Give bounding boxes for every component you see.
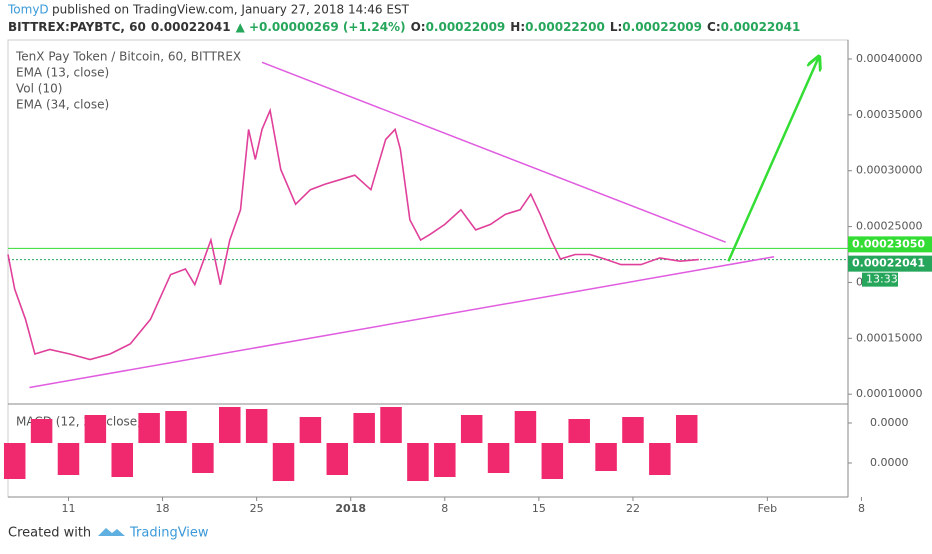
x-tick-label: 15: [532, 502, 546, 515]
macd-bar: [219, 407, 241, 443]
y-tick-label: 0.00030000: [856, 164, 922, 177]
macd-bar: [675, 415, 698, 443]
quote-line: BITTREX:PAYBTC, 60 0.00022041 ▲ +0.0000026…: [8, 20, 800, 34]
quote-close: 0.00022041: [721, 20, 801, 34]
macd-bar: [57, 443, 80, 475]
level-label: 0.00022041: [852, 257, 925, 270]
macd-bar: [138, 413, 160, 443]
price-line: [7, 107, 699, 361]
y-tick-label: 0.00025000: [856, 220, 922, 233]
quote: BITTREX:PAYBTC, 60 0.00022041 ▲ +0.0000026…: [8, 20, 800, 34]
x-tick-label: 25: [250, 502, 264, 515]
macd-bar: [434, 443, 456, 477]
macd-bar: [192, 443, 214, 473]
trendline: [261, 61, 726, 243]
y-tick-label: 0.0000: [870, 456, 909, 469]
quote-close-label: C:: [707, 20, 721, 34]
macd-bar: [595, 443, 617, 471]
macd-bar: [272, 443, 295, 481]
quote-high-label: H:: [510, 20, 525, 34]
macd-bar: [3, 443, 26, 479]
quote-symbol: BITTREX:PAYBTC, 60: [8, 20, 146, 34]
macd-bar: [165, 411, 187, 443]
x-tick-label: 8: [441, 502, 448, 515]
quote-open-label: O:: [411, 20, 426, 34]
y-tick-label: 0.00015000: [856, 331, 922, 344]
indicator: Vol (10): [16, 82, 62, 96]
countdown-box: [862, 272, 898, 287]
indicator: EMA (34, close): [16, 98, 109, 112]
y-tick-label: 0.00035000: [856, 108, 922, 121]
footer-brand[interactable]: TradingView: [129, 526, 209, 541]
published: published on TradingView.com, January 27…: [52, 3, 410, 17]
macd-bar: [487, 443, 510, 473]
level-box: [848, 236, 932, 253]
level-box: [848, 255, 932, 272]
quote-low: 0.00022009: [622, 20, 702, 34]
chart-title: TenX Pay Token / Bitcoin, 60, BITTREX: [15, 50, 241, 64]
quote-last: 0.00022041: [151, 20, 231, 34]
x-tick-label: 11: [61, 502, 75, 515]
y-tick-label: 0.0000: [870, 416, 909, 429]
level-label: 0.00023050: [852, 237, 925, 250]
macd-bar: [353, 413, 375, 443]
x-tick-label: 18: [156, 502, 170, 515]
macd-bar: [111, 443, 133, 477]
macd-bar: [649, 443, 671, 475]
x-tick-label: 22: [626, 502, 640, 515]
macd-bar: [84, 415, 107, 443]
arrow: [727, 58, 818, 262]
countdown: 13:33: [866, 273, 898, 286]
quote-open: 0.00022009: [426, 20, 506, 34]
macd-bar: [407, 443, 429, 481]
y-tick-label: 0.00010000: [856, 387, 922, 400]
quote-low-label: L:: [610, 20, 622, 34]
macd-bar: [541, 443, 564, 479]
macd-bar: [460, 415, 483, 443]
trendline: [29, 256, 775, 389]
x-tick-label: Feb: [758, 502, 777, 515]
macd-bar: [514, 411, 537, 443]
quote-high: 0.00022200: [525, 20, 605, 34]
macd-bar: [380, 407, 402, 443]
macd-bar: [622, 417, 644, 443]
indicator: EMA (13, close): [16, 66, 109, 80]
macd-bar: [568, 419, 590, 443]
macd-bar: [299, 417, 322, 443]
x-tick-label: 8: [858, 502, 865, 515]
macd-bar: [326, 443, 349, 475]
logo: [98, 528, 125, 536]
y-tick-label: 0.00040000: [856, 52, 922, 65]
macd-bar: [245, 409, 268, 443]
footer-created: Created with: [8, 526, 91, 541]
macd-bar: [30, 419, 53, 443]
quote-change: ▲ +0.00000269 (+1.24%): [236, 20, 406, 34]
x-tick-label: 2018: [335, 502, 366, 515]
author[interactable]: TomyD: [7, 3, 49, 17]
